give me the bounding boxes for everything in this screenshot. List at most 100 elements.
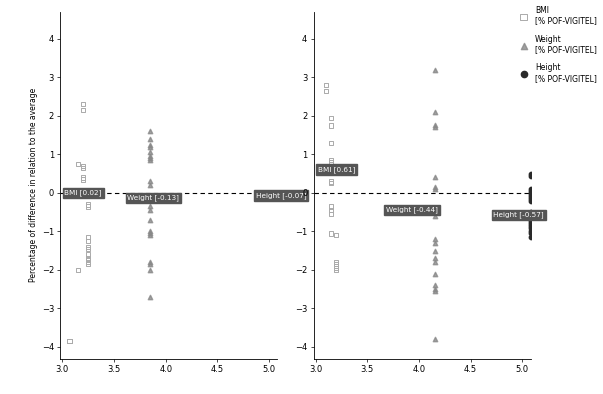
- Point: [285, 207, 295, 214]
- Point: [326, 230, 336, 236]
- Point: [332, 263, 341, 269]
- Point: [526, 209, 535, 215]
- Point: [78, 107, 88, 113]
- Point: [526, 197, 535, 204]
- Point: [526, 211, 535, 217]
- Point: [430, 236, 440, 242]
- Point: [430, 247, 440, 254]
- Text: Height [-0.57]: Height [-0.57]: [493, 212, 544, 218]
- Point: [430, 186, 440, 192]
- Point: [145, 178, 155, 184]
- Point: [326, 157, 336, 163]
- Point: [526, 219, 535, 225]
- Point: [145, 294, 155, 300]
- Text: Height [-0.07]: Height [-0.07]: [256, 192, 306, 199]
- Point: [83, 201, 93, 208]
- Point: [83, 251, 93, 258]
- Point: [285, 190, 295, 196]
- Point: [145, 232, 155, 238]
- Point: [526, 234, 535, 240]
- Point: [145, 228, 155, 234]
- Point: [430, 286, 440, 292]
- Point: [145, 153, 155, 160]
- Point: [78, 163, 88, 169]
- Point: [526, 171, 535, 177]
- Point: [285, 209, 295, 215]
- Point: [332, 261, 341, 267]
- Point: [321, 82, 331, 88]
- Point: [526, 188, 535, 194]
- Point: [285, 157, 295, 163]
- Point: [83, 261, 93, 267]
- Point: [83, 203, 93, 210]
- Point: [526, 186, 535, 192]
- Point: [430, 67, 440, 73]
- Point: [83, 245, 93, 252]
- Point: [83, 234, 93, 240]
- Point: [145, 261, 155, 267]
- Point: [526, 225, 535, 231]
- Point: [285, 203, 295, 210]
- Text: Weight [-0.44]: Weight [-0.44]: [386, 206, 438, 213]
- Point: [332, 265, 341, 271]
- Point: [78, 165, 88, 171]
- Point: [430, 271, 440, 277]
- Point: [430, 282, 440, 288]
- Point: [326, 207, 336, 214]
- Point: [145, 267, 155, 273]
- Point: [65, 338, 74, 344]
- Point: [332, 259, 341, 266]
- Point: [83, 238, 93, 244]
- Point: [78, 174, 88, 180]
- Point: [285, 186, 295, 192]
- Point: [526, 173, 535, 179]
- Point: [430, 174, 440, 180]
- Point: [145, 149, 155, 156]
- Point: [285, 191, 295, 198]
- Point: [526, 191, 535, 198]
- Point: [145, 141, 155, 148]
- Point: [326, 178, 336, 184]
- Point: [326, 203, 336, 210]
- Point: [526, 228, 535, 234]
- Point: [326, 115, 336, 121]
- Point: [430, 240, 440, 246]
- Point: [73, 267, 83, 273]
- Text: BMI [0.02]: BMI [0.02]: [65, 190, 102, 196]
- Y-axis label: Percentage of difference in relation to the average: Percentage of difference in relation to …: [28, 88, 37, 282]
- Point: [285, 197, 295, 204]
- Point: [326, 159, 336, 165]
- Point: [430, 255, 440, 262]
- Point: [145, 203, 155, 210]
- Point: [430, 336, 440, 342]
- Point: [430, 184, 440, 190]
- Point: [145, 157, 155, 163]
- Point: [145, 230, 155, 236]
- Point: [285, 205, 295, 212]
- Point: [145, 217, 155, 223]
- Point: [526, 215, 535, 221]
- Point: [430, 109, 440, 115]
- Point: [145, 182, 155, 188]
- Point: [83, 257, 93, 264]
- Text: BMI [0.61]: BMI [0.61]: [318, 166, 355, 173]
- Point: [430, 213, 440, 219]
- Point: [430, 124, 440, 130]
- Point: [145, 128, 155, 134]
- Point: [285, 193, 295, 200]
- Point: [145, 155, 155, 162]
- Point: [78, 176, 88, 182]
- Point: [326, 139, 336, 146]
- Point: [526, 193, 535, 200]
- Legend: BMI
[% POF-VIGITEL], Weight
[% POF-VIGITEL], Height
[% POF-VIGITEL]: BMI [% POF-VIGITEL], Weight [% POF-VIGIT…: [514, 4, 599, 85]
- Point: [326, 211, 336, 217]
- Point: [326, 180, 336, 186]
- Point: [83, 259, 93, 266]
- Point: [526, 217, 535, 223]
- Point: [145, 207, 155, 214]
- Point: [430, 122, 440, 128]
- Point: [430, 259, 440, 266]
- Point: [526, 190, 535, 196]
- Point: [145, 143, 155, 150]
- Point: [326, 122, 336, 128]
